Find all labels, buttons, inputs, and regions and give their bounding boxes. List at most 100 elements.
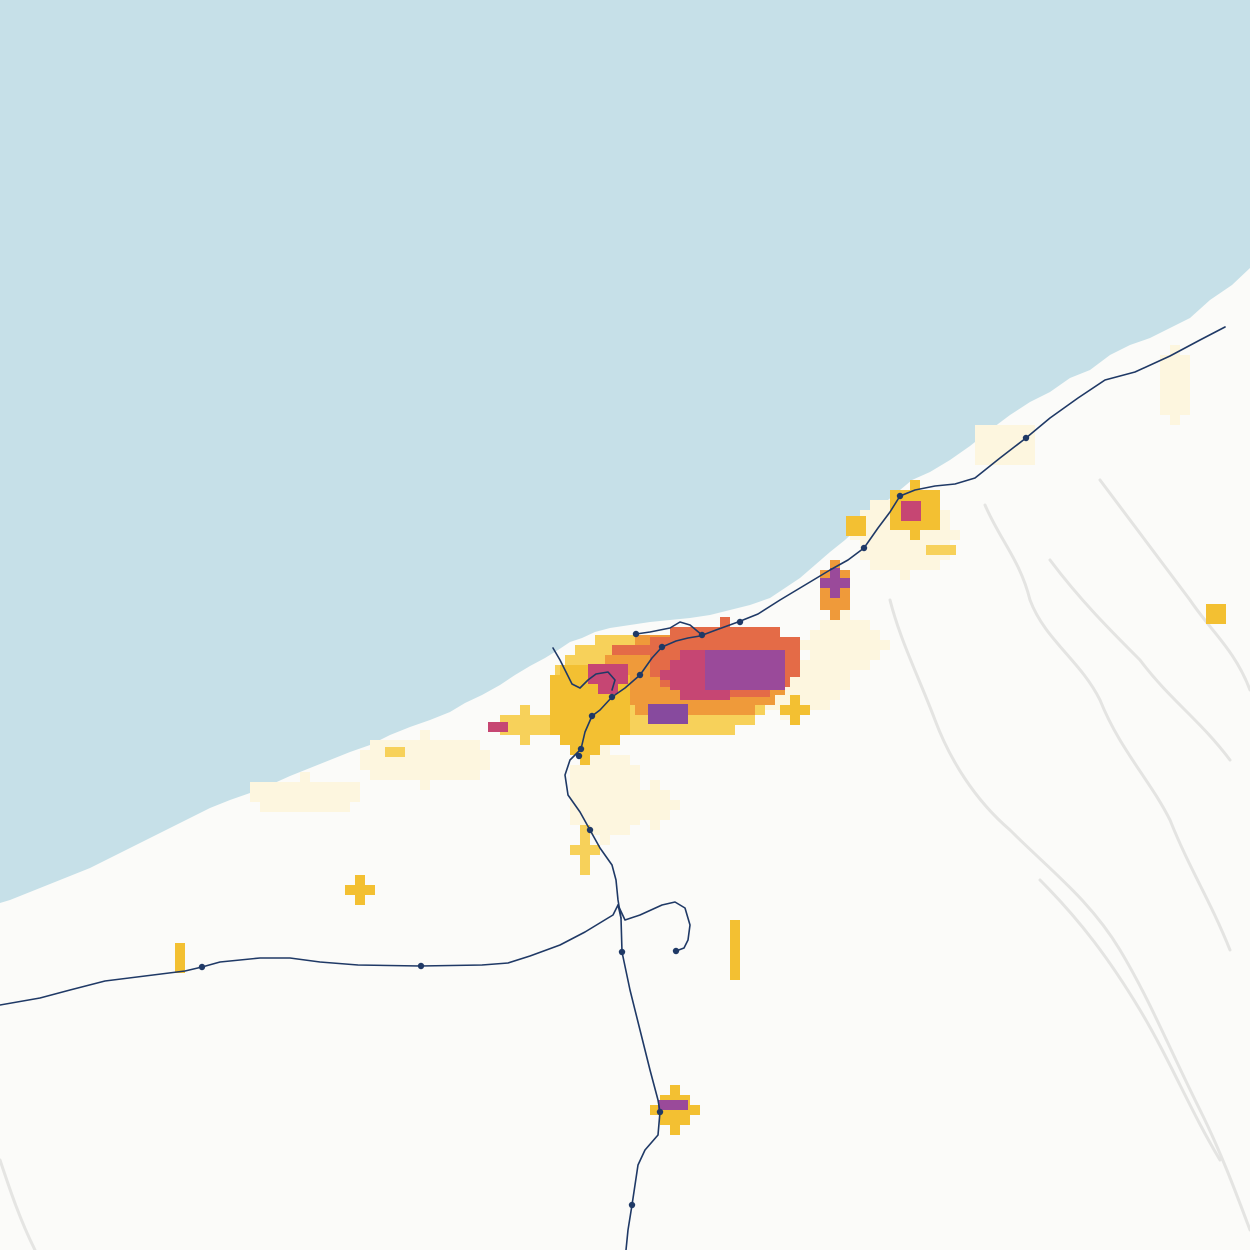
harbour-spur-line	[552, 647, 616, 691]
density-cell	[840, 610, 850, 620]
station-marker[interactable]	[698, 631, 706, 639]
density-cell	[370, 750, 380, 760]
density-cell	[440, 750, 450, 760]
station-marker[interactable]	[577, 745, 585, 753]
density-cell	[600, 815, 610, 825]
station-marker[interactable]	[656, 1108, 664, 1116]
density-cell	[550, 725, 560, 735]
density-cell	[400, 760, 410, 770]
density-cell	[632, 645, 642, 655]
density-cell	[930, 490, 940, 500]
density-cell	[390, 760, 400, 770]
density-cell	[590, 745, 600, 755]
density-cell	[590, 685, 600, 695]
density-cell	[735, 670, 745, 680]
station-marker[interactable]	[586, 826, 594, 834]
density-cell	[800, 670, 810, 680]
station-marker[interactable]	[658, 643, 666, 651]
density-cell	[470, 760, 480, 770]
density-cell	[500, 715, 510, 725]
station-marker[interactable]	[860, 544, 868, 552]
density-cell	[450, 750, 460, 760]
density-cell	[745, 670, 755, 680]
station-marker[interactable]	[588, 712, 596, 720]
density-cell	[370, 760, 380, 770]
station-marker[interactable]	[417, 962, 425, 970]
density-cell	[735, 650, 745, 660]
station-marker[interactable]	[636, 671, 644, 679]
density-cell	[710, 637, 720, 647]
density-cell	[668, 1100, 678, 1110]
density-cell	[580, 755, 590, 765]
density-cell	[690, 680, 700, 690]
density-cell	[735, 680, 745, 690]
station-marker[interactable]	[672, 947, 680, 955]
station-marker[interactable]	[198, 963, 206, 971]
density-cell	[860, 550, 870, 560]
density-cell	[870, 560, 880, 570]
density-cell	[590, 815, 600, 825]
density-cell	[670, 670, 680, 680]
density-cell	[725, 705, 735, 715]
station-marker[interactable]	[608, 693, 616, 701]
density-cell	[598, 674, 608, 684]
density-cell	[830, 690, 840, 700]
station-marker[interactable]	[896, 492, 904, 500]
density-cell	[290, 802, 300, 812]
density-cell	[480, 750, 490, 760]
density-cell	[642, 645, 652, 655]
density-cell	[410, 770, 420, 780]
density-cell	[850, 650, 860, 660]
density-cell	[550, 705, 560, 715]
density-cell	[846, 526, 856, 536]
density-cell	[620, 705, 630, 715]
density-cell	[650, 657, 660, 667]
density-cell	[690, 670, 700, 680]
density-cell	[820, 680, 830, 690]
density-cell	[940, 510, 950, 520]
density-cell	[820, 670, 830, 680]
density-cell	[830, 560, 840, 570]
density-cell	[580, 855, 590, 865]
station-marker[interactable]	[628, 1201, 636, 1209]
railway-stations	[198, 434, 1030, 1209]
density-cell	[420, 730, 430, 740]
station-marker[interactable]	[632, 630, 640, 638]
density-cell	[1160, 365, 1170, 375]
density-cell	[685, 715, 695, 725]
density-cell	[830, 600, 840, 610]
density-cell	[390, 740, 400, 750]
density-cell	[380, 770, 390, 780]
density-cell	[635, 725, 645, 735]
density-cell	[605, 635, 615, 645]
station-marker[interactable]	[736, 618, 744, 626]
density-cell	[1160, 355, 1170, 365]
density-cell	[570, 705, 580, 715]
density-cell	[470, 750, 480, 760]
density-cell	[660, 1115, 670, 1125]
density-cell	[585, 645, 595, 655]
density-cell	[930, 510, 940, 520]
density-cell	[480, 760, 490, 770]
density-cell	[940, 530, 950, 540]
density-cell	[705, 680, 715, 690]
density-cell	[710, 690, 720, 700]
density-cell	[430, 770, 440, 780]
density-cell	[340, 792, 350, 802]
density-cell	[780, 705, 790, 715]
density-cell	[570, 735, 580, 745]
density-cell	[570, 845, 580, 855]
density-cell	[600, 705, 610, 715]
station-marker[interactable]	[1022, 434, 1030, 442]
density-cell	[730, 627, 740, 637]
density-cell	[1160, 375, 1170, 385]
density-cell	[580, 785, 590, 795]
station-marker[interactable]	[618, 948, 626, 956]
density-cell	[740, 627, 750, 637]
density-cell	[660, 677, 670, 687]
station-marker[interactable]	[575, 752, 583, 760]
density-cell	[645, 685, 655, 695]
density-cell	[1206, 604, 1216, 614]
